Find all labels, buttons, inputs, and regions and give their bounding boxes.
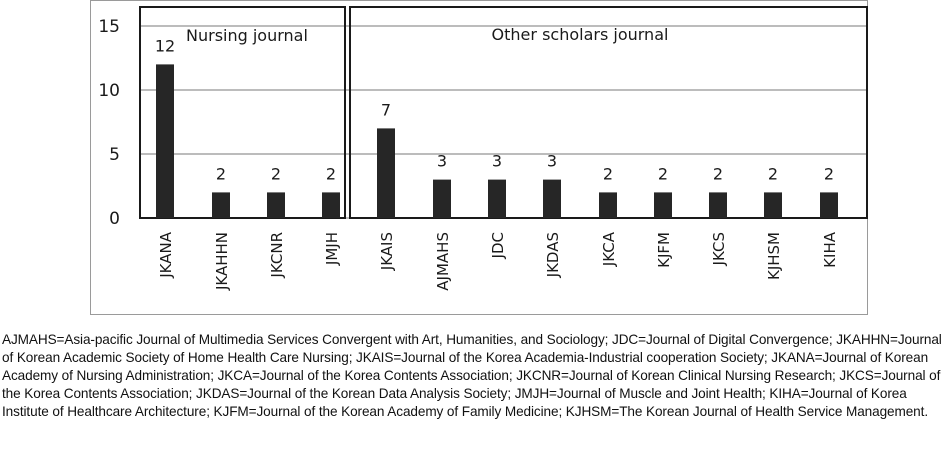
bar [709, 192, 727, 218]
data-label: 2 [271, 164, 281, 183]
figure-caption: AJMAHS=Asia-pacific Journal of Multimedi… [2, 332, 942, 419]
x-tick-label: JKAIS [378, 232, 396, 271]
y-tick-label: 15 [98, 17, 120, 37]
bar [156, 64, 174, 219]
x-tick-label: JMJH [323, 232, 341, 266]
bar [377, 128, 395, 218]
data-label: 3 [492, 152, 502, 171]
y-tick-label: 0 [109, 209, 120, 229]
group-box [139, 6, 346, 219]
y-tick-label: 10 [98, 81, 120, 101]
bar [764, 192, 782, 218]
x-tick-label: JKCS [710, 232, 728, 266]
data-label: 2 [658, 164, 668, 183]
data-label: 3 [437, 152, 447, 171]
x-tick-label: AJMAHS [434, 232, 452, 291]
bar [488, 179, 506, 218]
data-label: 2 [824, 164, 834, 183]
bar [654, 192, 672, 218]
x-tick-label: JKCA [600, 231, 618, 267]
x-tick-label: JKDAS [544, 232, 562, 278]
x-tick-label: KIHA [821, 231, 839, 268]
data-label: 3 [547, 152, 557, 171]
bar [820, 192, 838, 218]
x-tick-label: JKANA [157, 231, 175, 278]
bar [543, 179, 561, 218]
x-tick-label: JDC [489, 232, 507, 259]
bar-chart: 0 5 10 15 Nursing journal Other scholars jour… [98, 6, 868, 291]
group-label: Other scholars journal [492, 25, 669, 44]
bar [267, 192, 285, 218]
y-tick-label: 5 [109, 145, 120, 165]
x-tick-label: KJHSM [765, 232, 783, 280]
x-tick-label: KJFM [655, 232, 673, 268]
bar [599, 192, 617, 218]
bar [322, 192, 340, 218]
data-label: 2 [713, 164, 723, 183]
x-tick-label: JKCNR [268, 232, 286, 279]
data-label: 2 [216, 164, 226, 183]
data-label: 2 [326, 164, 336, 183]
bar [212, 192, 230, 218]
group-label: Nursing journal [186, 26, 308, 45]
data-label: 2 [603, 164, 613, 183]
x-tick-label: JKAHHN [213, 232, 231, 291]
data-label: 2 [768, 164, 778, 183]
data-label: 7 [381, 100, 391, 119]
data-label: 12 [155, 36, 175, 55]
bar [433, 179, 451, 218]
